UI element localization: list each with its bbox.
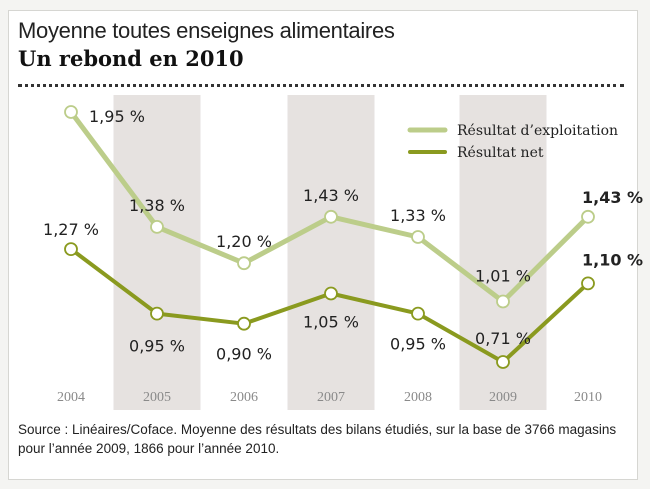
chart-subtitle: Un rebond en 2010 [18,46,244,71]
x-tick-label-2009: 2009 [489,390,517,405]
x-tick-label-2006: 2006 [230,390,258,405]
data-point-s1-2008 [411,230,425,244]
data-point-s1-2009 [496,294,510,309]
data-label-s2-2005: 0,95 % [129,337,185,356]
x-tick-label-2010: 2010 [574,390,602,405]
chart-title: Moyenne toutes enseignes alimentaires [18,18,395,43]
legend-label-1: Résultat d’exploitation [457,123,618,139]
data-point-s1-2006 [237,256,251,271]
legend-label-2: Résultat net [457,145,544,161]
data-label-s2-2008: 0,95 % [390,335,446,354]
data-label-s2-2004: 1,27 % [43,220,99,239]
data-point-s1-2007 [324,209,338,224]
data-point-s2-2006 [237,316,251,331]
x-tick-label-2008: 2008 [404,390,432,405]
x-tick-label-2005: 2005 [143,390,171,405]
data-point-s2-2004 [64,242,78,257]
data-label-s1-2004: 1,95 % [89,107,145,126]
data-point-s2-2009 [496,355,510,369]
data-point-s2-2010 [581,276,595,291]
data-point-s2-2005 [150,306,164,321]
data-label-s1-2006: 1,20 % [216,232,272,251]
data-label-s1-2009: 1,01 % [475,267,531,286]
year-band-2005 [113,95,201,410]
data-label-s1-2007: 1,43 % [303,186,359,205]
data-label-s1-2010: 1,43 % [582,188,643,207]
data-label-s2-2010: 1,10 % [582,250,643,269]
data-point-s2-2008 [411,306,425,321]
data-point-s1-2005 [150,219,164,234]
data-point-s1-2004 [64,105,78,119]
data-label-s2-2006: 0,90 % [216,345,272,364]
source-note: Source : Linéaires/Coface. Moyenne des r… [18,422,617,456]
x-tick-label-2007: 2007 [317,390,345,405]
x-tick-label-2004: 2004 [57,390,85,405]
data-point-s1-2010 [581,209,595,224]
data-label-s2-2009: 0,71 % [475,329,531,348]
data-label-s2-2007: 1,05 % [303,313,359,332]
year-band-2007 [287,95,375,410]
dotted-divider [18,84,624,87]
data-point-s2-2007 [324,286,338,301]
data-label-s1-2008: 1,33 % [390,206,446,225]
data-label-s1-2005: 1,38 % [129,196,185,215]
